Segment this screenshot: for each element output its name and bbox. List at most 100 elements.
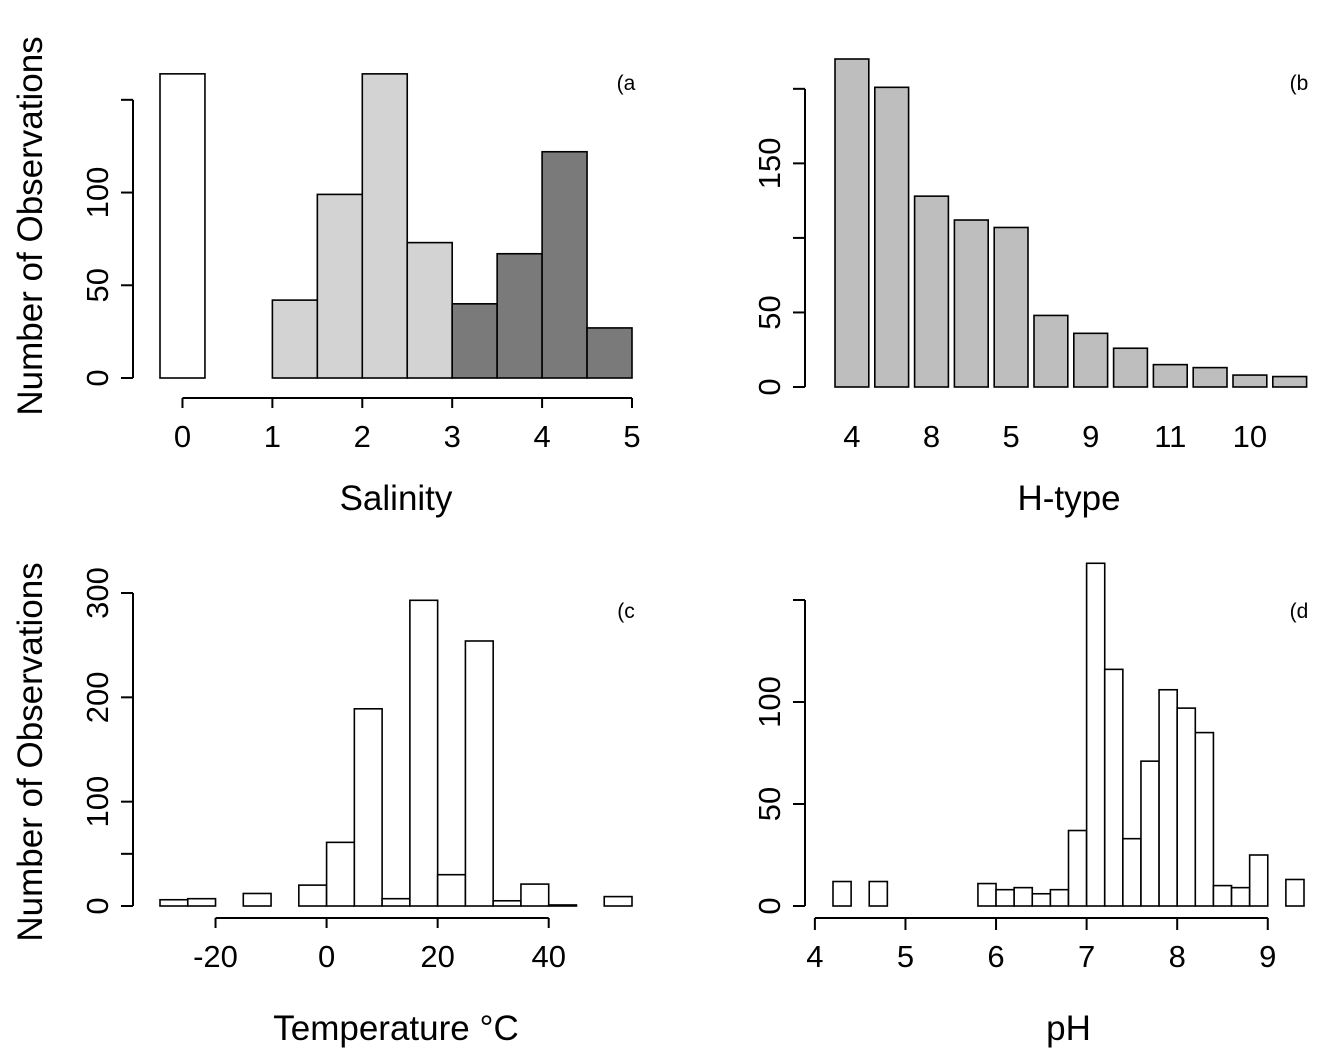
x-tick-label: 10 xyxy=(1233,419,1267,454)
x-tick-label: 9 xyxy=(1259,939,1276,974)
bar xyxy=(325,841,356,907)
bar xyxy=(361,73,409,379)
y-tick-label: 100 xyxy=(752,676,787,728)
x-tick-label: 4 xyxy=(806,939,823,974)
bar xyxy=(159,73,206,379)
bar xyxy=(953,219,990,388)
panel-tag: (d xyxy=(1290,600,1309,623)
bar xyxy=(1033,314,1069,388)
bar xyxy=(271,299,319,379)
x-tick-label: 40 xyxy=(531,939,565,974)
y-tick-label: 300 xyxy=(80,567,115,619)
y-tick-label: 0 xyxy=(752,897,787,914)
y-axis-title-top: Number of Observations xyxy=(11,36,50,415)
x-tick-label: 1 xyxy=(264,419,281,454)
x-tick-label: 8 xyxy=(1169,939,1186,974)
y-tick-label: 50 xyxy=(80,268,115,302)
panel-tag: (b xyxy=(1290,72,1309,95)
bar xyxy=(1230,886,1251,907)
y-tick-label: 50 xyxy=(752,295,787,329)
x-tick-label: 20 xyxy=(420,939,454,974)
bar xyxy=(995,888,1015,907)
bar xyxy=(1192,366,1228,388)
bar xyxy=(1067,829,1088,907)
x-tick-label: 5 xyxy=(897,939,914,974)
x-axis-title: H-type xyxy=(1017,479,1120,518)
bar xyxy=(541,150,588,379)
bar xyxy=(406,241,453,379)
y-tick-label: 0 xyxy=(752,378,787,395)
x-tick-label: 5 xyxy=(1002,419,1019,454)
bar xyxy=(1103,668,1124,907)
bar xyxy=(1013,886,1034,907)
bar xyxy=(547,904,578,907)
x-axis-title: Temperature °C xyxy=(273,1009,518,1048)
bar xyxy=(1232,374,1268,388)
bar xyxy=(834,58,870,388)
x-axis-title: pH xyxy=(1046,1009,1091,1048)
bar xyxy=(586,327,633,379)
bar xyxy=(1152,363,1189,388)
bar xyxy=(316,193,364,379)
panel-tag: (a xyxy=(617,72,636,95)
bar xyxy=(409,599,439,907)
bar xyxy=(1212,884,1233,907)
bar xyxy=(1049,888,1070,907)
bar xyxy=(1272,375,1308,388)
bar xyxy=(436,873,467,907)
bar xyxy=(993,226,1029,388)
chart-panel-d: 4 5 6 7 8 9 0 50 100 pH (d xyxy=(752,562,1309,1048)
x-axis-title: Salinity xyxy=(340,479,453,518)
bar xyxy=(873,86,910,388)
x-tick-label: 9 xyxy=(1082,419,1099,454)
x-tick-label: 8 xyxy=(923,419,940,454)
y-axis-title-bottom: Number of Observations xyxy=(11,562,50,941)
x-tick-label: 0 xyxy=(318,939,335,974)
bar xyxy=(1158,688,1178,907)
bar xyxy=(520,883,550,907)
bar xyxy=(832,880,852,907)
bar xyxy=(451,303,498,379)
bar xyxy=(1085,562,1106,907)
y-tick-label: 0 xyxy=(80,897,115,914)
bar xyxy=(159,898,189,907)
chart-panel-b: 4 8 5 9 11 10 0 50 150 H-type (b xyxy=(752,58,1309,518)
bar xyxy=(1122,837,1142,907)
y-tick-label: 200 xyxy=(80,671,115,723)
x-tick-label: 3 xyxy=(444,419,461,454)
bar xyxy=(913,195,950,388)
bar xyxy=(464,640,494,907)
bar xyxy=(186,897,217,907)
x-tick-label: 7 xyxy=(1078,939,1095,974)
y-tick-label: 150 xyxy=(752,137,787,189)
bar xyxy=(492,899,522,907)
bar xyxy=(1031,892,1052,907)
x-tick-label: 5 xyxy=(623,419,640,454)
bar xyxy=(603,895,633,907)
bar xyxy=(1073,332,1109,388)
bar xyxy=(353,708,383,907)
bar xyxy=(496,252,543,379)
bar xyxy=(381,897,411,907)
y-tick-label: 100 xyxy=(80,167,115,219)
y-tick-label: 50 xyxy=(752,787,787,821)
bar xyxy=(1176,707,1197,907)
y-tick-label: 100 xyxy=(80,776,115,828)
panel-tag: (c xyxy=(617,600,635,623)
bar xyxy=(242,892,272,907)
bar xyxy=(1285,878,1305,907)
x-tick-label: 6 xyxy=(987,939,1004,974)
bar xyxy=(1112,347,1149,388)
bar xyxy=(977,882,997,907)
chart-panel-c: -20 0 20 40 0 100 200 300 Temperature °C (c xyxy=(80,567,635,1048)
x-tick-label: 0 xyxy=(174,419,191,454)
x-tick-label: 11 xyxy=(1154,419,1186,454)
bar xyxy=(1194,731,1215,907)
x-tick-label: -20 xyxy=(193,939,238,974)
bar xyxy=(868,880,889,907)
bar xyxy=(1140,760,1160,907)
bar xyxy=(298,884,328,907)
